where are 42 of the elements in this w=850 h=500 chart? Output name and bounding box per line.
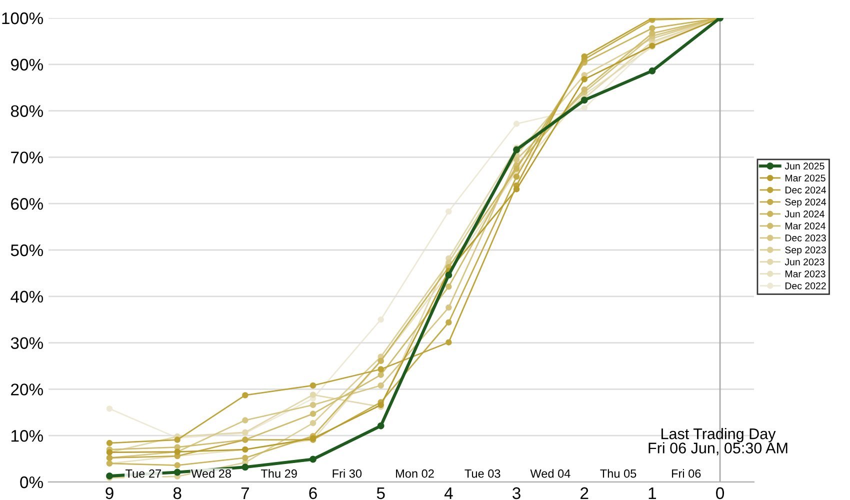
x-tick-label: 1	[648, 487, 656, 499]
y-tick-label: 0%	[20, 476, 43, 488]
legend-label: Mar 2024	[785, 222, 826, 230]
x-tick-label: 9	[106, 487, 114, 500]
x-tick-label: 4	[444, 487, 453, 499]
x-tick-label: 6	[309, 487, 317, 500]
x-tick-label: 5	[376, 487, 385, 500]
annotation: Tue 27	[126, 469, 161, 478]
legend-label: Sep 2023	[785, 246, 826, 256]
x-tick-label: 8	[173, 487, 182, 500]
legend-label: Mar 2023	[785, 270, 826, 278]
legend-label: Jun 2024	[784, 210, 824, 218]
annotation: Fri 06	[672, 469, 701, 478]
annotation: Fri 30	[332, 469, 362, 478]
annotation: Last Trading Day Fri 06 Jun, 05:30 AM	[648, 428, 788, 456]
legend-label: Dec 2022	[785, 282, 826, 290]
x-tick-label: 0	[716, 487, 724, 500]
annotation: Tue 03	[464, 469, 500, 478]
y-tick-label: 90%	[11, 58, 43, 71]
x-tick-label: 3	[512, 487, 520, 500]
annotation: Thu 05	[600, 469, 636, 478]
legend-label: Jun 2025	[784, 162, 824, 170]
legend-label: Mar 2025	[785, 174, 826, 182]
annotation: Wed 28	[191, 469, 231, 478]
legend-label: Jun 2023	[784, 258, 824, 266]
y-tick-label: 60%	[11, 198, 43, 210]
x-tick-label: 7	[241, 487, 249, 499]
annotation: Wed 04	[530, 469, 570, 478]
legend-label: Dec 2023	[785, 234, 826, 242]
annotation: Thu 29	[260, 469, 297, 478]
annotation: Mon 02	[396, 469, 434, 478]
x-tick-label: 2	[580, 487, 588, 499]
y-tick-label: 70%	[11, 152, 43, 164]
y-tick-label: 30%	[10, 337, 43, 350]
y-tick-label: 50%	[10, 244, 43, 256]
legend-label: Dec 2024	[785, 186, 826, 194]
y-tick-label: 40%	[10, 290, 43, 303]
y-tick-label: 100%	[2, 12, 43, 24]
legend-label: Sep 2024	[785, 198, 826, 208]
y-tick-label: 10%	[12, 430, 43, 442]
y-tick-label: 80%	[10, 105, 43, 118]
y-tick-label: 20%	[11, 384, 43, 396]
